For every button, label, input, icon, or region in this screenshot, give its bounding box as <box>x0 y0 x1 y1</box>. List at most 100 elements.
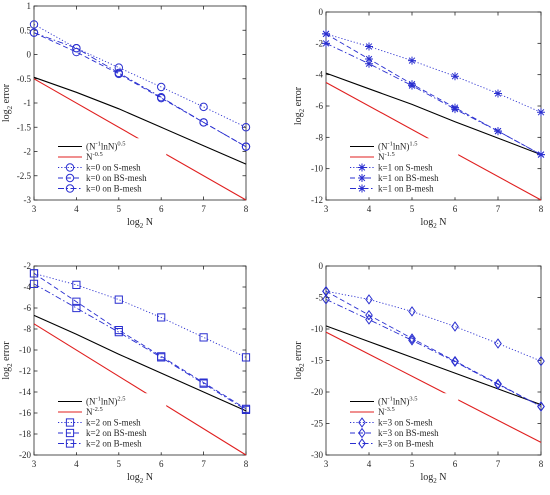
series-point-5 <box>408 335 416 346</box>
series-line-1 <box>325 72 542 156</box>
series-point-3 <box>451 321 459 332</box>
x-axis-label: log2 N <box>127 217 153 230</box>
series-point-5 <box>365 314 373 325</box>
y-tick-label: -18 <box>19 429 31 439</box>
x-tick-label: 7 <box>496 204 501 214</box>
legend-marker <box>65 184 75 193</box>
legend-marker <box>358 427 366 439</box>
x-tick-label: 3 <box>32 459 37 469</box>
y-tick-label: -30 <box>311 450 323 460</box>
x-tick-label: 4 <box>367 204 372 214</box>
y-tick-label: -2.5 <box>17 171 32 181</box>
x-axis-label: log2 N <box>420 472 446 485</box>
series-point-5 <box>537 401 545 412</box>
y-tick-label: -10 <box>311 324 323 334</box>
chart-panel-4: 3 4 5 6 7 8 -30 -25 -20 -15 -10 -5 0 log2 N log2 error… <box>293 261 545 485</box>
legend-marker <box>358 174 366 182</box>
x-tick-label: 5 <box>117 459 122 469</box>
series-line-2 <box>33 323 247 456</box>
series-point-5 <box>114 68 124 78</box>
series-line-1 <box>33 314 247 412</box>
legend-marker <box>65 418 75 427</box>
x-tick-label: 4 <box>367 459 372 469</box>
legend-label: k=2 on B-mesh <box>86 439 142 449</box>
x-tick-label: 3 <box>32 204 37 214</box>
y-tick-label: -4 <box>316 70 324 80</box>
y-tick-label: -12 <box>311 195 323 205</box>
y-tick-label: -10 <box>311 164 323 174</box>
legend-marker <box>65 173 75 183</box>
series-line-5 <box>33 283 247 411</box>
legend-label: N-1.5 <box>378 151 395 162</box>
y-tick-label: -0.5 <box>17 74 32 84</box>
chart-panel-2: 3 4 5 6 7 8 -12 -10 -8 -6 -4 -2 0 log2 N log2 error (N-… <box>293 7 545 230</box>
series-point-3 <box>199 333 208 342</box>
series-point-5 <box>29 28 39 37</box>
x-tick-label: 6 <box>453 459 458 469</box>
series-point-5 <box>494 127 502 136</box>
legend-marker <box>358 184 366 193</box>
series-line-5 <box>325 42 542 155</box>
legend-label: k=1 on B-mesh <box>378 184 434 194</box>
series-line-1 <box>325 325 542 406</box>
x-axis-label: log2 N <box>127 472 153 485</box>
series-line-3 <box>33 24 247 128</box>
legend-label: (N-1lnN)3.5 <box>378 396 418 407</box>
series-point-3 <box>157 313 166 322</box>
x-axis-label: log2 N <box>420 217 446 230</box>
y-axis-label: log2 error <box>293 86 306 125</box>
series-point-4 <box>322 29 330 38</box>
x-tick-label: 6 <box>159 204 164 214</box>
legend-label: k=1 on S-mesh <box>378 163 433 173</box>
series-point-4 <box>72 47 81 57</box>
series-point-3 <box>365 42 373 51</box>
y-tick-label: -1 <box>24 98 32 108</box>
legend-label: N-3.5 <box>378 406 395 417</box>
y-tick-label: -6 <box>316 101 324 111</box>
y-tick-label: -4 <box>24 282 32 292</box>
y-axis-label: log2 error <box>1 83 14 122</box>
legend-label: k=2 on BS-mesh <box>86 428 147 438</box>
legend-marker <box>358 163 366 172</box>
legend-marker <box>65 428 75 438</box>
y-tick-label: 0 <box>27 50 32 60</box>
series-point-3 <box>537 108 545 117</box>
series-point-5 <box>199 118 208 127</box>
series-point-5 <box>241 405 251 414</box>
series-point-3 <box>199 102 208 112</box>
series-line-2 <box>325 331 542 443</box>
legend-label: k=2 on S-mesh <box>86 418 141 428</box>
chart-panel-3: 3 4 5 6 7 8 -20 -18 -16 -14 -12 -10 -8 -6 -4 -2 log2 N lo… <box>1 261 251 485</box>
series-point-5 <box>72 43 81 53</box>
y-tick-label: -5 <box>316 293 324 303</box>
legend-label: k=3 on B-mesh <box>378 439 434 449</box>
series-point-4 <box>408 333 416 344</box>
series-line-1 <box>33 76 247 165</box>
x-tick-label: 4 <box>74 204 79 214</box>
legend-label: k=0 on S-mesh <box>86 163 141 173</box>
series-point-5 <box>241 142 251 151</box>
series-point-5 <box>322 39 330 48</box>
legend-label: k=1 on BS-mesh <box>378 173 439 183</box>
series-point-3 <box>494 338 502 349</box>
legend-marker <box>358 438 366 449</box>
series-point-3 <box>408 306 416 317</box>
series-point-3 <box>537 355 545 367</box>
series-point-3 <box>408 56 416 65</box>
legend-label: N-2.5 <box>86 406 103 417</box>
series-line-3 <box>325 33 542 113</box>
series-point-5 <box>451 105 459 114</box>
x-tick-label: 8 <box>539 459 544 469</box>
y-tick-label: -1.5 <box>17 122 32 132</box>
legend-box <box>53 138 167 198</box>
series-point-5 <box>537 150 545 159</box>
series-point-3 <box>494 89 502 98</box>
series-point-3 <box>29 20 39 29</box>
y-tick-label: -8 <box>316 132 324 142</box>
x-tick-label: 7 <box>496 459 501 469</box>
y-tick-label: -15 <box>311 356 323 366</box>
series-point-3 <box>241 353 251 362</box>
series-line-3 <box>33 272 247 358</box>
series-point-4 <box>29 269 39 278</box>
